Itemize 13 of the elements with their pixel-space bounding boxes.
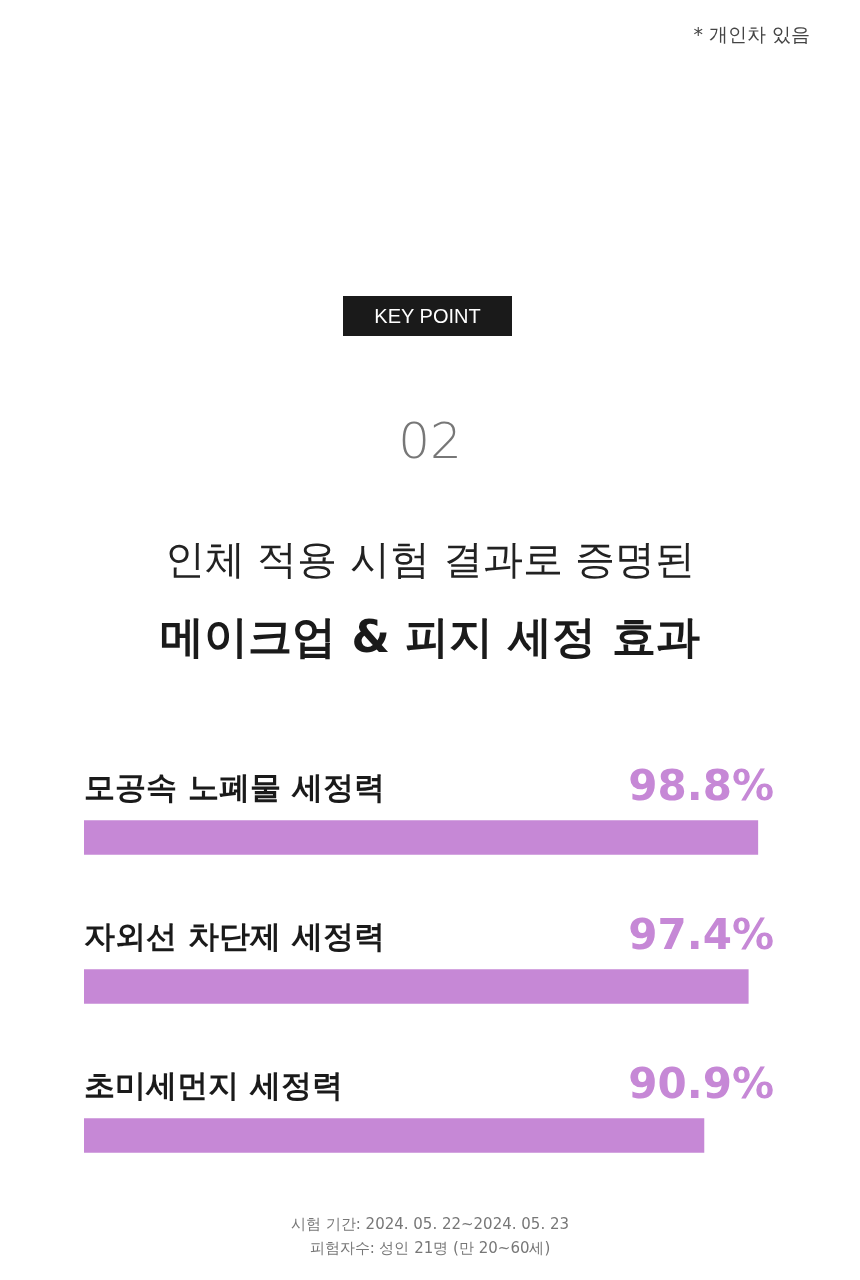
chart-subtitle: 메이크업 & 피지 세정 효과: [159, 610, 701, 664]
chart-title: 인체 적용 시험 결과로 증명된: [163, 535, 697, 584]
text: KEY POINT: [343, 296, 512, 336]
y-tick-label: 초미세먼지 세정력: [84, 1066, 343, 1103]
text: 02: [397, 412, 463, 470]
y-tick-label: 모공속 노폐물 세정력: [84, 768, 385, 805]
data-label: 90.9%: [628, 1058, 774, 1108]
text: 시험 기간: 2024. 05. 22~2024. 05. 23: [290, 1214, 570, 1235]
data-label: 97.4%: [628, 909, 774, 959]
data-label: 98.8%: [628, 760, 774, 810]
text: 피험자수: 성인 21명 (만 20~60세): [308, 1238, 552, 1259]
y-tick-label: 자외선 차단제 세정력: [84, 917, 385, 954]
text: * 개인차 있음: [693, 22, 810, 47]
